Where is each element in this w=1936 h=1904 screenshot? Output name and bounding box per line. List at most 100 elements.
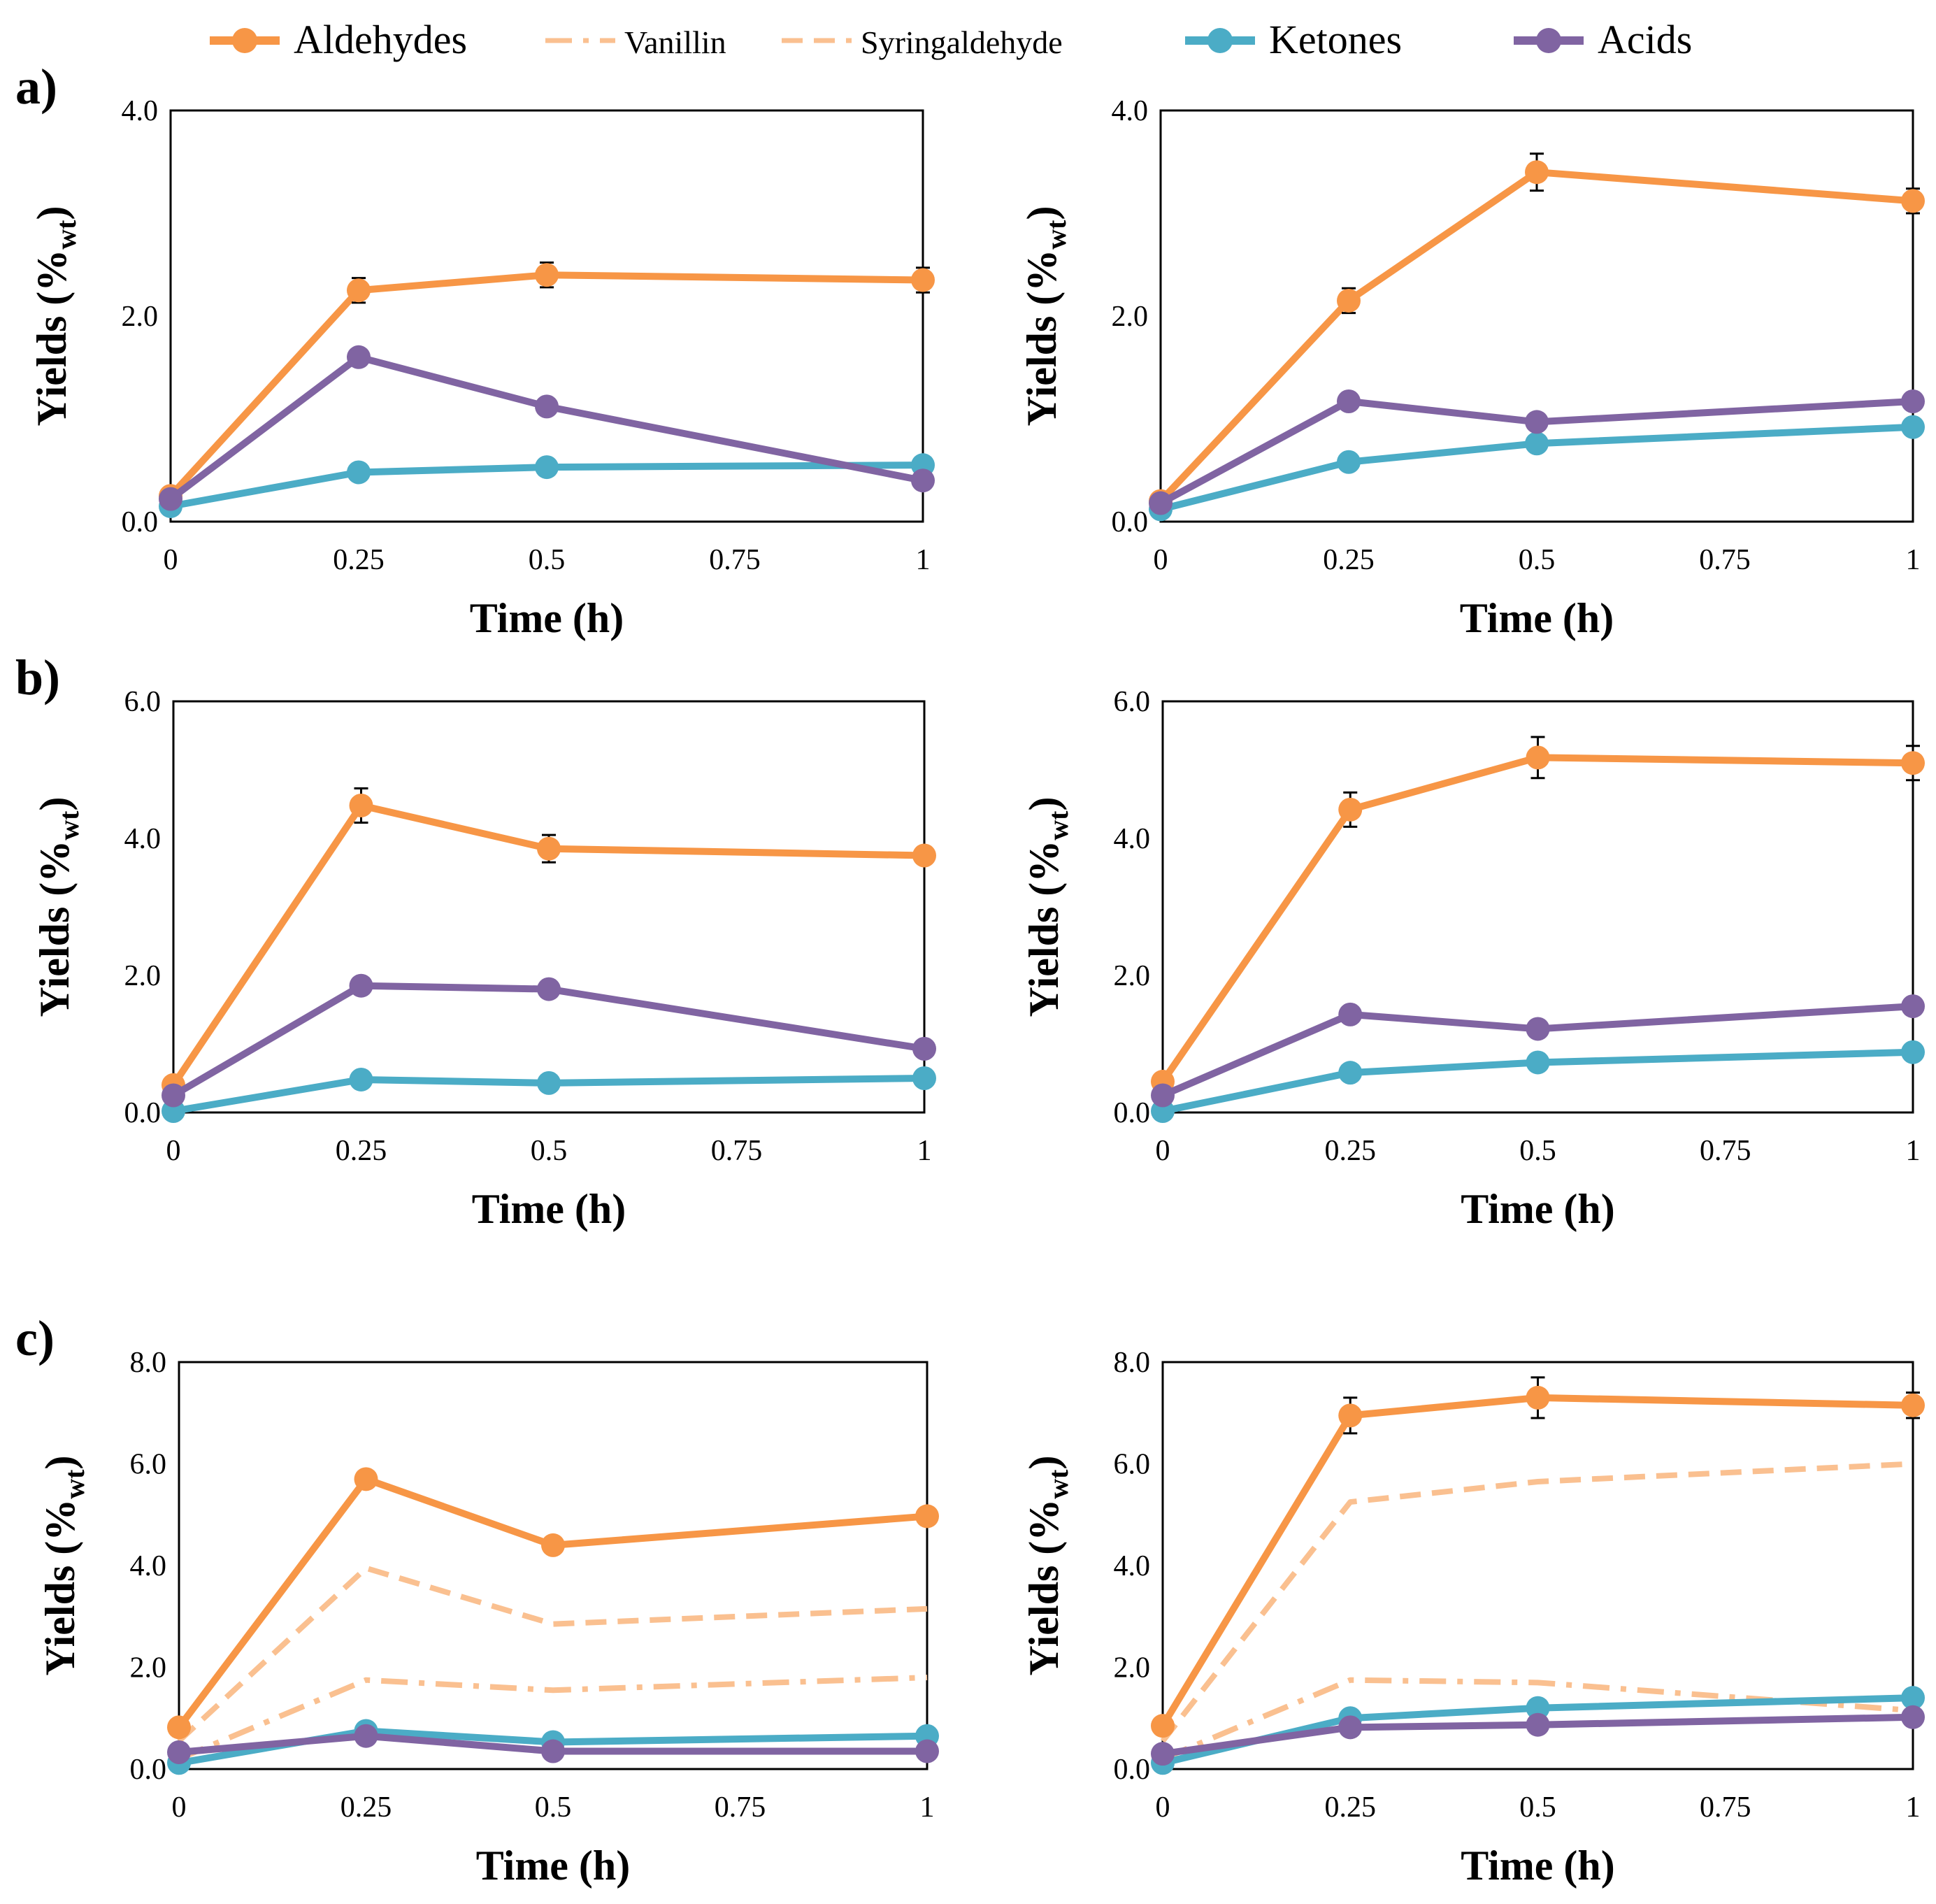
series-line-acids: [1159, 398, 1914, 506]
data-point-acids: [1149, 491, 1173, 515]
y-tick-label: 2.0: [1114, 1652, 1151, 1684]
data-point-acids: [1151, 1742, 1175, 1766]
data-point-ketones: [535, 455, 559, 480]
x-tick-label: 1: [1906, 1135, 1921, 1167]
data-point-ketones: [537, 1071, 561, 1095]
x-tick-label: 0.5: [531, 1135, 568, 1167]
x-axis-title: Time (h): [1460, 595, 1614, 641]
y-axis-title: Yields (%wt): [1021, 797, 1074, 1017]
data-point-acids: [1337, 389, 1361, 414]
data-point-acids: [1525, 410, 1549, 434]
data-point-acids: [167, 1740, 191, 1764]
data-point-aldehydes: [915, 1504, 939, 1529]
x-tick-label: 0.75: [1700, 1791, 1751, 1824]
data-point-acids: [347, 345, 371, 369]
series-aldehydes: [1151, 1376, 1925, 1738]
x-axis-title: Time (h): [1461, 1186, 1615, 1232]
data-point-acids: [1901, 389, 1925, 414]
y-tick-label: 6.0: [130, 1449, 167, 1481]
series-line-syringaldehyde: [1160, 1461, 1914, 1743]
series-line-vanillin: [1161, 1677, 1914, 1762]
y-tick-label: 0.0: [130, 1754, 167, 1786]
x-tick-label: 0: [1156, 1135, 1170, 1167]
data-point-ketones: [1526, 1050, 1550, 1075]
x-tick-label: 0.25: [1323, 544, 1375, 576]
data-point-ketones: [1338, 1061, 1363, 1085]
data-point-ketones: [912, 1066, 936, 1090]
legend-label-aldehydes: Aldehydes: [294, 17, 467, 62]
data-point-aldehydes: [167, 1715, 191, 1740]
data-point-aldehydes: [1901, 189, 1925, 213]
data-point-ketones: [1525, 431, 1549, 456]
legend-label-acids: Acids: [1598, 17, 1692, 62]
data-point-acids: [1901, 1705, 1925, 1729]
legend-marker-aldehydes: [232, 28, 257, 53]
legend-marker-acids: [1536, 28, 1561, 53]
plot-frame: [172, 700, 926, 1114]
series-line-ketones: [173, 1075, 925, 1115]
x-tick-label: 0.25: [336, 1135, 387, 1167]
series-acids: [1151, 994, 1925, 1108]
y-tick-label: 0.0: [1114, 1754, 1151, 1786]
series-aldehydes: [162, 787, 936, 1097]
series-line-ketones: [1161, 1048, 1914, 1115]
data-point-aldehydes: [347, 278, 371, 303]
series-line-vanillin: [178, 1675, 928, 1762]
y-tick-label: 4.0: [122, 95, 159, 127]
data-point-ketones: [349, 1067, 373, 1091]
x-tick-label: 0.75: [1699, 544, 1751, 576]
y-tick-label: 0.0: [122, 506, 159, 538]
panel-label: b): [15, 650, 60, 706]
panels: 0.0 2.0 4.0 0 0.25 0.5 0.75 1 Time (h) Yields (%w…: [15, 59, 1925, 1889]
data-point-aldehydes: [1337, 288, 1361, 313]
y-tick-label: 4.0: [1114, 1550, 1151, 1582]
y-tick-label: 6.0: [1114, 686, 1151, 718]
series-line-aldehydes: [170, 801, 925, 1087]
y-axis-title: Yields (%wt): [37, 1456, 90, 1676]
y-tick-label: 0.0: [1114, 1097, 1151, 1129]
series-syringaldehyde: [1160, 1461, 1914, 1743]
x-tick-label: 0.5: [1519, 1135, 1556, 1167]
y-tick-label: 8.0: [130, 1347, 167, 1379]
series-acids: [1149, 389, 1925, 515]
data-point-aldehydes: [535, 263, 559, 287]
panel-label: a): [15, 59, 57, 115]
y-axis-title: Yields (%wt): [29, 206, 82, 427]
data-point-acids: [354, 1724, 378, 1748]
legend-label-syringaldehyde: Syringaldehyde: [861, 24, 1063, 60]
data-point-acids: [1338, 1715, 1363, 1740]
y-tick-label: 6.0: [124, 686, 162, 718]
y-tick-label: 4.0: [124, 823, 162, 855]
y-tick-label: 2.0: [130, 1652, 167, 1684]
y-tick-label: 4.0: [1114, 823, 1151, 855]
data-point-ketones: [1901, 1040, 1925, 1064]
x-axis-title: Time (h): [470, 595, 624, 641]
x-tick-label: 1: [920, 1791, 935, 1824]
series-aldehydes: [167, 1467, 939, 1740]
series-acids: [159, 345, 935, 511]
x-tick-label: 0.5: [1519, 1791, 1556, 1824]
data-point-aldehydes: [1338, 1403, 1363, 1428]
x-tick-label: 0.25: [1325, 1135, 1377, 1167]
x-tick-label: 1: [1906, 1791, 1921, 1824]
series-acids: [162, 973, 936, 1108]
x-tick-label: 0: [1154, 544, 1168, 576]
legend-label-vanillin: Vanillin: [624, 24, 726, 60]
data-point-acids: [541, 1739, 565, 1763]
series-line-acids: [1162, 1713, 1914, 1758]
y-tick-label: 4.0: [130, 1550, 167, 1582]
y-tick-label: 2.0: [124, 960, 162, 992]
data-point-acids: [162, 1083, 185, 1108]
series-line-aldehydes: [168, 271, 924, 499]
chart-panel-b-left: 0.0 2.0 4.0 6.0 0 0.25 0.5 0.75 1 Time (h) Yields …: [15, 650, 936, 1232]
chart-panel-a-right: 0.0 2.0 4.0 0 0.25 0.5 0.75 1 Time (h) Yields (%w…: [1019, 95, 1925, 641]
data-point-aldehydes: [537, 836, 561, 861]
legend-marker-ketones: [1207, 28, 1233, 53]
series-line-ketones: [1159, 423, 1914, 513]
data-point-ketones: [1337, 450, 1361, 474]
x-axis-title: Time (h): [1461, 1842, 1615, 1889]
x-tick-label: 0.25: [1325, 1791, 1377, 1824]
data-point-aldehydes: [541, 1533, 565, 1557]
plot-frame: [1159, 109, 1914, 523]
